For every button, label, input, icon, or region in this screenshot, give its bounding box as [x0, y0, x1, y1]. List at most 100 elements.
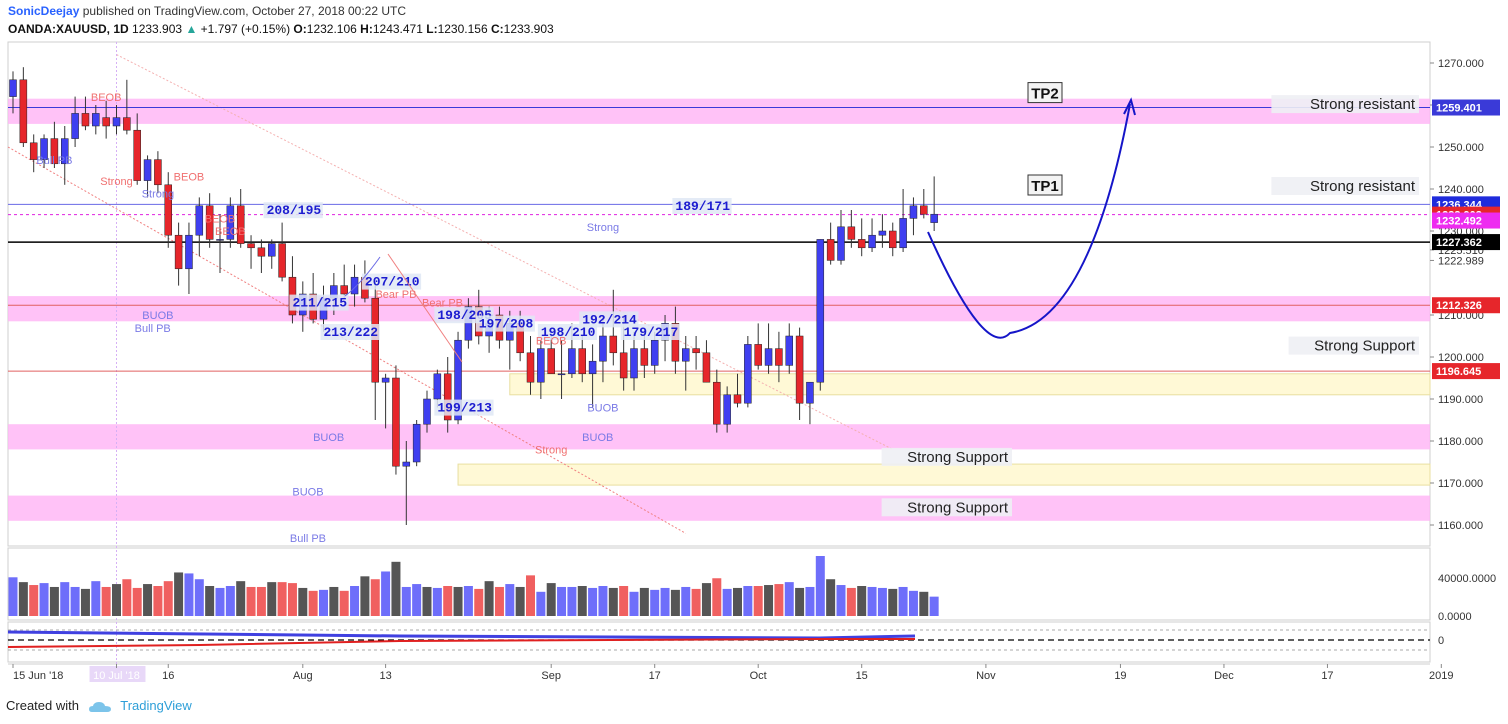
- candle: [164, 184, 172, 236]
- x-tick-label: Oct: [750, 670, 767, 682]
- candle: [899, 218, 907, 249]
- tp-box: [1027, 82, 1063, 104]
- volume-bar: [215, 587, 225, 616]
- zone-yellow: [457, 463, 1431, 486]
- price-axis-tag: [1432, 363, 1500, 380]
- volume-bar: [277, 582, 287, 616]
- pattern-label: BUOB: [292, 487, 323, 499]
- candle: [81, 113, 90, 127]
- candle: [578, 348, 586, 375]
- candle: [133, 129, 141, 181]
- volume-bar: [29, 585, 39, 616]
- volume-bar: [588, 587, 598, 616]
- zone-pink: [8, 495, 1430, 521]
- candle: [412, 423, 421, 463]
- price-change: +1.797 (+0.15%): [200, 22, 291, 36]
- candle: [744, 344, 752, 404]
- annotation-bg: [361, 273, 422, 290]
- volume-bar: [443, 586, 453, 616]
- volume-bar: [391, 561, 401, 616]
- y-tick-label: 1200.000: [1438, 352, 1484, 364]
- volume-bar: [432, 587, 442, 616]
- volume-bar: [515, 586, 525, 616]
- annotation-bg: [475, 315, 535, 332]
- candle: [723, 394, 731, 425]
- candle: [423, 398, 431, 425]
- publish-text: published on TradingView.com, October 27…: [82, 4, 407, 18]
- candle: [433, 373, 442, 400]
- arrow-line-red: [387, 253, 463, 363]
- x-tick-label: 19: [1114, 670, 1126, 682]
- volume-bar: [174, 572, 184, 616]
- author-link[interactable]: SonicDeejay: [8, 4, 80, 18]
- volume-bar: [153, 586, 163, 616]
- publish-info: SonicDeejay published on TradingView.com…: [8, 4, 406, 18]
- pattern-label: Bull PB: [36, 155, 72, 167]
- candle: [650, 339, 659, 366]
- volume-bar: [681, 586, 691, 616]
- x-tick-label: 2019: [1429, 670, 1453, 682]
- zone-pink: [8, 98, 1430, 124]
- volume-bar: [505, 584, 515, 616]
- low-label: L:: [426, 22, 438, 36]
- tp-label: TP2: [1031, 86, 1059, 103]
- candle: [920, 205, 928, 215]
- price-axis-tag: [1432, 297, 1500, 314]
- projection-path: [927, 103, 1131, 339]
- volume-bar: [743, 586, 753, 616]
- x-tick-label: Aug: [293, 670, 313, 682]
- candle: [775, 348, 783, 366]
- volume-bar: [650, 589, 660, 616]
- candle: [123, 117, 131, 131]
- price-axis-tag-text: 1212.326: [1436, 300, 1482, 312]
- volume-bar: [526, 575, 535, 616]
- x-tick-label: 15 Jun '18: [13, 670, 63, 682]
- volume-bar: [132, 587, 142, 616]
- volume-bar: [49, 586, 59, 616]
- candle: [268, 243, 276, 257]
- pattern-label: BUOB: [582, 432, 613, 444]
- tp-label: TP1: [1031, 178, 1059, 195]
- volume-bar: [246, 586, 256, 616]
- volume-bar: [908, 590, 918, 616]
- candle: [713, 381, 721, 425]
- tradingview-brand-link[interactable]: TradingView: [120, 698, 192, 713]
- candle: [682, 348, 690, 362]
- pattern-label: Bear PB: [422, 298, 463, 310]
- candle: [381, 377, 390, 383]
- annotation-bg: [537, 324, 598, 340]
- footer: Created with TradingView: [6, 698, 192, 713]
- pattern-label: Strong: [142, 188, 174, 200]
- volume-bar: [567, 586, 577, 616]
- ratio-annotation: 211/215: [292, 296, 347, 311]
- last-price: 1233.903: [132, 22, 183, 36]
- zone-label-bg: [881, 498, 1012, 517]
- ratio-annotation: 199/213: [437, 401, 492, 416]
- ratio-annotation: 213/222: [324, 325, 379, 340]
- candle: [19, 79, 28, 144]
- zone-label: Strong Support: [907, 449, 1009, 466]
- volume-bar: [70, 586, 80, 616]
- candle: [609, 335, 618, 354]
- symbol-name: OANDA:XAUUSD, 1D: [8, 22, 129, 36]
- oscillator-pane-border: [7, 621, 1431, 663]
- annotation-bg: [320, 324, 380, 340]
- volume-bar: [122, 579, 132, 616]
- candle: [216, 239, 224, 241]
- candle: [816, 239, 825, 383]
- volume-bar: [143, 584, 153, 616]
- x-tick-label: Dec: [1214, 670, 1234, 682]
- candle: [909, 205, 918, 219]
- candle: [185, 234, 193, 270]
- volume-bar: [267, 582, 277, 616]
- annotation-bg: [579, 311, 639, 328]
- candle: [930, 213, 938, 223]
- projection-arrowhead: [1123, 97, 1136, 116]
- volume-bar: [774, 584, 784, 616]
- x-tick-label: 15: [856, 670, 868, 682]
- price-axis-tag-text: 1227.362: [1436, 237, 1482, 249]
- candle: [868, 234, 876, 249]
- volume-bar: [474, 588, 484, 616]
- candle: [50, 138, 59, 165]
